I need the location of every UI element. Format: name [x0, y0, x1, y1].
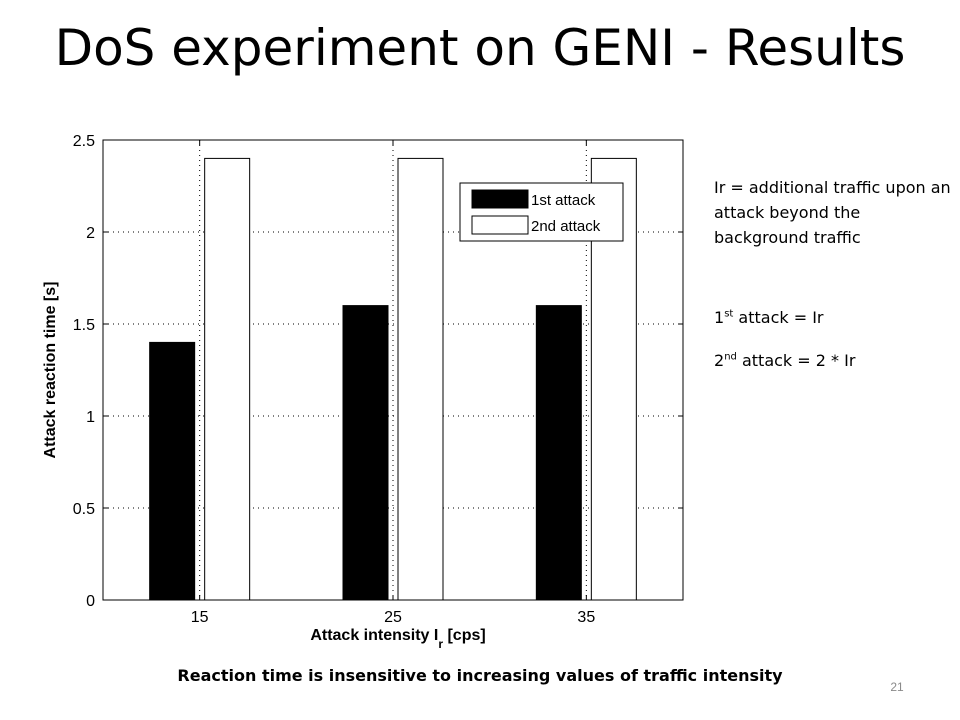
- note-second-superscript: nd: [724, 351, 737, 363]
- bar-chart: 0 0.5 1 1.5 2 2.5 15 25 35 1st attack 2nd attack…: [42, 133, 684, 651]
- x-axis-label-subscript: r: [438, 637, 443, 651]
- note-second-text: attack = 2 * Ir: [736, 351, 856, 370]
- note-definition: Ir = additional traffic upon an attack b…: [714, 178, 951, 247]
- legend-label-2nd-attack: 2nd attack: [531, 218, 601, 235]
- page-number: 21: [890, 680, 904, 694]
- y-tick-label: 1: [86, 409, 95, 426]
- bar-2nd-attack-25: [397, 157, 444, 601]
- grid-layer: [103, 140, 683, 600]
- y-tick-label: 0: [86, 593, 95, 610]
- bar-1st-attack-35: [535, 305, 582, 601]
- note-second-ordinal: 2: [714, 351, 725, 370]
- ticks-layer: 0 0.5 1 1.5 2 2.5 15 25 35: [73, 133, 683, 626]
- bar-1st-attack-15: [149, 341, 196, 601]
- legend-label-1st-attack: 1st attack: [531, 192, 596, 209]
- notes-panel: Ir = additional traffic upon an attack b…: [714, 175, 954, 391]
- x-tick-label: 35: [577, 609, 595, 626]
- note-first-text: attack = Ir: [733, 308, 824, 327]
- x-axis-label: Attack intensity Ir [cps]: [310, 627, 485, 651]
- y-tick-label: 2.5: [73, 133, 95, 150]
- y-tick-label: 1.5: [73, 317, 95, 334]
- note-second-attack: 2nd attack = 2 * Ir: [714, 348, 954, 373]
- y-tick-label: 0.5: [73, 501, 95, 518]
- legend-swatch-1st-attack: [471, 189, 529, 209]
- note-first-attack: 1st attack = Ir: [714, 305, 954, 330]
- note-first-superscript: st: [724, 308, 734, 320]
- y-tick-label: 2: [86, 225, 95, 242]
- slide-title: DoS experiment on GENI - Results: [54, 19, 906, 77]
- slide-caption: Reaction time is insensitive to increasi…: [177, 666, 783, 685]
- bar-1st-attack-25: [342, 305, 389, 601]
- y-axis-label: Attack reaction time [s]: [42, 282, 59, 459]
- legend-swatch-2nd-attack: [471, 215, 529, 235]
- x-axis-label-main: Attack intensity I: [310, 627, 438, 644]
- bars-layer: [149, 157, 637, 601]
- bar-2nd-attack-15: [204, 157, 251, 601]
- x-axis-label-unit: [cps]: [443, 627, 486, 644]
- legend: 1st attack 2nd attack: [459, 182, 624, 242]
- x-tick-label: 25: [384, 609, 402, 626]
- x-tick-label: 15: [191, 609, 209, 626]
- note-first-ordinal: 1: [714, 308, 725, 327]
